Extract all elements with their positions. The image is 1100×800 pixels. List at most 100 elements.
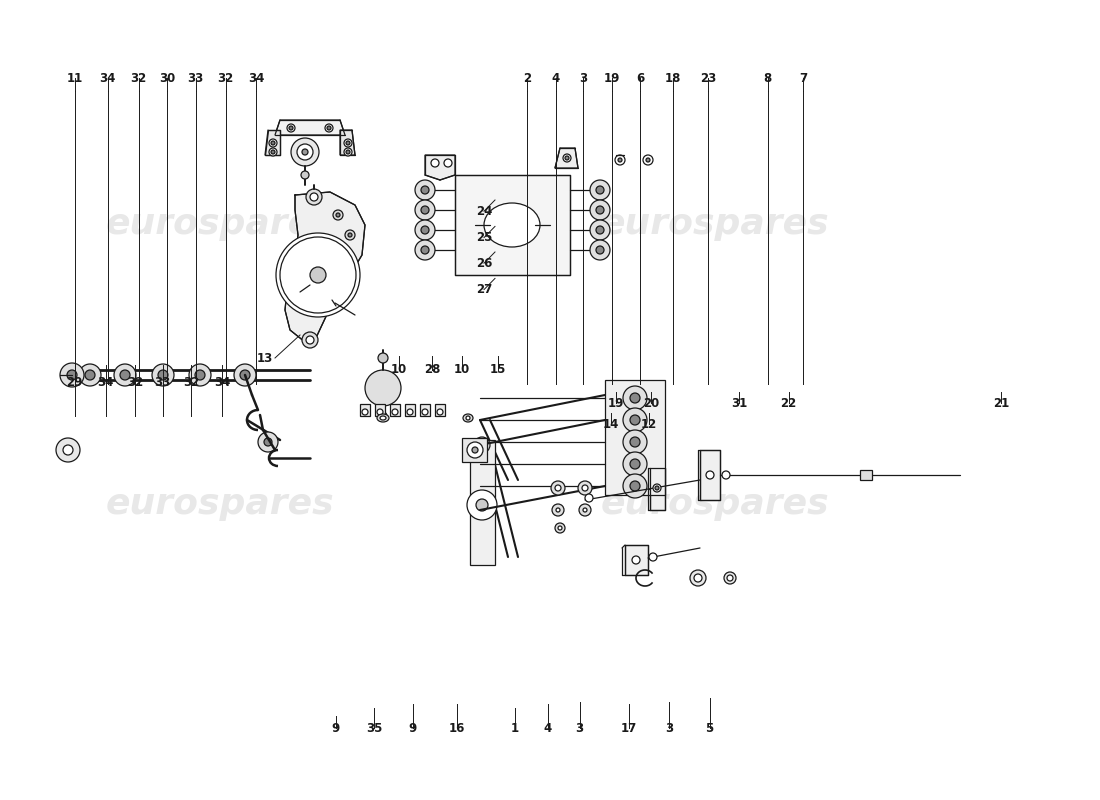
Circle shape — [415, 240, 434, 260]
Text: 19: 19 — [604, 72, 619, 85]
Text: 6: 6 — [636, 72, 645, 85]
Circle shape — [336, 213, 340, 217]
Circle shape — [345, 230, 355, 240]
Circle shape — [630, 415, 640, 425]
Text: 17: 17 — [621, 722, 637, 734]
Circle shape — [649, 553, 657, 561]
Text: 25: 25 — [476, 231, 492, 244]
Circle shape — [578, 481, 592, 495]
Text: 31: 31 — [732, 397, 747, 410]
Circle shape — [653, 484, 661, 492]
Text: 15: 15 — [491, 363, 506, 376]
Polygon shape — [650, 468, 666, 510]
Circle shape — [378, 353, 388, 363]
Text: 34: 34 — [249, 72, 264, 85]
Circle shape — [437, 409, 443, 415]
Text: 13: 13 — [257, 351, 273, 365]
Bar — [375, 404, 385, 416]
Text: 30: 30 — [160, 72, 175, 85]
Circle shape — [306, 189, 322, 205]
Text: 32: 32 — [218, 72, 233, 85]
Circle shape — [552, 504, 564, 516]
Polygon shape — [340, 130, 355, 155]
Circle shape — [85, 370, 95, 380]
Circle shape — [468, 490, 497, 520]
Circle shape — [114, 364, 136, 386]
Text: 4: 4 — [551, 72, 560, 85]
Text: 3: 3 — [664, 722, 673, 734]
Circle shape — [556, 508, 560, 512]
Polygon shape — [455, 175, 570, 275]
Circle shape — [630, 437, 640, 447]
Text: 3: 3 — [579, 72, 587, 85]
Text: 33: 33 — [188, 72, 204, 85]
Text: 14: 14 — [603, 418, 618, 430]
Text: 10: 10 — [392, 363, 407, 376]
Circle shape — [706, 471, 714, 479]
Circle shape — [468, 442, 483, 458]
Circle shape — [120, 370, 130, 380]
Circle shape — [644, 155, 653, 165]
Polygon shape — [700, 450, 720, 500]
Circle shape — [302, 332, 318, 348]
Circle shape — [289, 126, 293, 130]
Circle shape — [590, 180, 610, 200]
Circle shape — [618, 158, 621, 162]
Circle shape — [310, 193, 318, 201]
Polygon shape — [425, 155, 455, 180]
Bar — [605, 380, 665, 495]
Bar — [434, 404, 446, 416]
Bar — [470, 440, 495, 565]
Circle shape — [563, 154, 571, 162]
Circle shape — [377, 409, 383, 415]
Circle shape — [623, 386, 647, 410]
Circle shape — [271, 141, 275, 145]
Circle shape — [302, 149, 308, 155]
Circle shape — [466, 416, 470, 420]
Circle shape — [596, 206, 604, 214]
Circle shape — [392, 409, 398, 415]
Text: 23: 23 — [701, 72, 716, 85]
Circle shape — [270, 139, 277, 147]
Circle shape — [630, 459, 640, 469]
Text: 27: 27 — [476, 283, 492, 296]
Circle shape — [582, 485, 588, 491]
Text: 5: 5 — [705, 722, 714, 734]
Circle shape — [724, 572, 736, 584]
Text: 26: 26 — [476, 257, 492, 270]
Bar — [405, 404, 415, 416]
Text: eurospares: eurospares — [106, 207, 334, 241]
Circle shape — [476, 499, 488, 511]
Circle shape — [292, 138, 319, 166]
Circle shape — [585, 494, 593, 502]
Circle shape — [590, 220, 610, 240]
Circle shape — [565, 156, 569, 160]
Circle shape — [623, 452, 647, 476]
Circle shape — [362, 409, 369, 415]
Ellipse shape — [377, 414, 389, 422]
Circle shape — [189, 364, 211, 386]
Text: 33: 33 — [155, 376, 170, 389]
Text: 18: 18 — [666, 72, 681, 85]
Text: 20: 20 — [644, 397, 659, 410]
Circle shape — [327, 126, 331, 130]
Circle shape — [421, 226, 429, 234]
Circle shape — [63, 445, 73, 455]
Circle shape — [344, 139, 352, 147]
Circle shape — [722, 471, 730, 479]
Circle shape — [596, 226, 604, 234]
Text: 16: 16 — [449, 722, 464, 734]
Circle shape — [324, 124, 333, 132]
Circle shape — [694, 574, 702, 582]
Circle shape — [258, 432, 278, 452]
Circle shape — [478, 442, 485, 448]
Circle shape — [630, 393, 640, 403]
Text: 32: 32 — [128, 376, 143, 389]
Text: 12: 12 — [641, 418, 657, 430]
Text: 8: 8 — [763, 72, 772, 85]
Text: 28: 28 — [425, 363, 440, 376]
Text: 1: 1 — [510, 722, 519, 734]
Circle shape — [306, 336, 313, 344]
Circle shape — [590, 240, 610, 260]
Circle shape — [630, 481, 640, 491]
